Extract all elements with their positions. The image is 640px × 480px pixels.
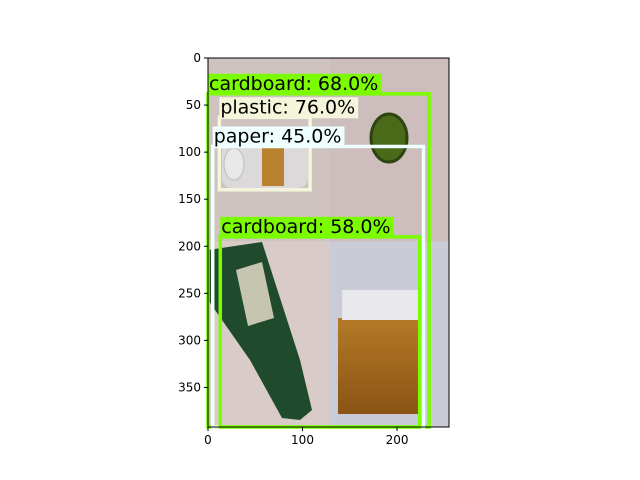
detection-label-bg-1 xyxy=(219,97,359,119)
y-tick-label-2: 100 xyxy=(178,145,201,159)
plastic-bottle-cap xyxy=(223,147,245,181)
green-cap-shape xyxy=(369,112,409,164)
detection-label-1: plastic: 76.0% xyxy=(220,96,355,118)
y-tick-label-7: 350 xyxy=(178,380,201,394)
y-tick-label-6: 300 xyxy=(178,333,201,347)
y-tick-label-1: 50 xyxy=(186,98,201,112)
x-tick-label-0: 0 xyxy=(204,433,212,447)
y-tick-label-5: 250 xyxy=(178,286,201,300)
axes-frame xyxy=(207,57,450,428)
x-tick-label-1: 100 xyxy=(291,433,314,447)
detection-label-2: paper: 45.0% xyxy=(214,125,342,147)
y-tick-label-4: 200 xyxy=(178,239,201,253)
detection-label-3: cardboard: 58.0% xyxy=(221,216,390,238)
paper-bag-shape xyxy=(338,318,418,414)
axis-ticks: 0 100 200 0 50 100 150 200 250 300 350 xyxy=(178,51,408,447)
glass-bottle-label xyxy=(236,262,274,326)
detection-label-bg-2 xyxy=(212,126,345,148)
glass-bottle-shape xyxy=(208,242,312,420)
detection-label-0: cardboard: 68.0% xyxy=(209,73,378,95)
x-tick-label-2: 200 xyxy=(386,433,409,447)
photo-details xyxy=(208,112,418,420)
detection-label-bg-3 xyxy=(220,216,394,238)
paper-bag-top xyxy=(342,290,418,320)
detection-labels: cardboard: 68.0%plastic: 76.0% paper: 45.… xyxy=(208,73,394,238)
detection-label-bg-0 xyxy=(208,73,382,95)
y-tick-label-3: 150 xyxy=(178,192,201,206)
y-tick-label-0: 0 xyxy=(193,51,201,65)
plastic-bottle-label xyxy=(262,148,284,186)
